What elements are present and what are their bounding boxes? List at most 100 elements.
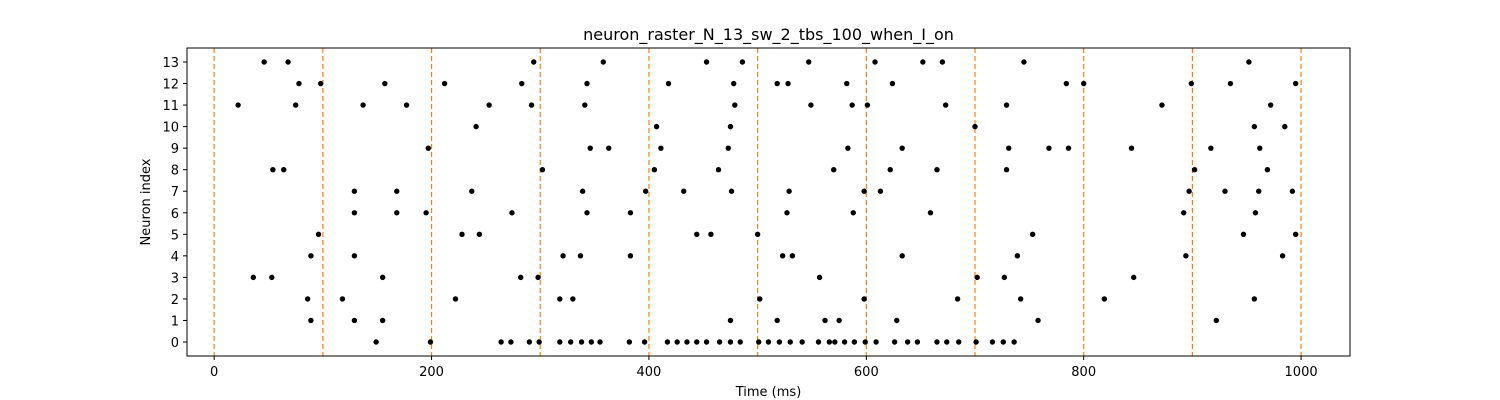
spike-point	[894, 317, 900, 324]
spike-point	[851, 339, 858, 345]
spike-point	[452, 296, 459, 302]
x-tick-label: 1000	[1285, 365, 1318, 380]
spike-point	[317, 80, 324, 87]
spike-point	[815, 339, 822, 345]
spike-point	[973, 339, 979, 345]
spike-point	[651, 166, 658, 173]
spike-point	[626, 339, 633, 345]
spike-point	[694, 339, 700, 345]
spike-point	[578, 339, 585, 345]
spike-point	[579, 188, 586, 194]
spike-point	[577, 253, 584, 259]
spike-point	[1035, 317, 1041, 324]
spike-point	[725, 145, 731, 151]
spike-point	[394, 188, 400, 194]
spike-point	[517, 274, 524, 281]
spike-point	[339, 296, 346, 302]
spike-point	[674, 339, 680, 345]
spike-point	[508, 339, 514, 345]
x-tick-label: 600	[854, 365, 879, 380]
spike-point	[920, 59, 926, 65]
spike-point	[844, 80, 850, 87]
spike-point	[1188, 80, 1195, 87]
spike-point	[934, 339, 940, 345]
spike-point	[754, 231, 761, 238]
spike-point	[1257, 145, 1263, 151]
y-tick-label: 11	[162, 99, 179, 114]
spike-point	[939, 59, 946, 65]
spike-point	[989, 339, 996, 345]
spike-point	[250, 274, 257, 281]
spike-point	[927, 210, 934, 216]
spike-point	[737, 339, 743, 345]
spike-point	[832, 339, 838, 345]
spike-point	[441, 80, 448, 87]
spike-point	[887, 166, 893, 173]
y-tick-label: 12	[162, 78, 179, 93]
spike-point	[806, 59, 812, 65]
spike-point	[1251, 296, 1258, 302]
spike-point	[1282, 123, 1288, 130]
spike-point	[716, 339, 723, 345]
spike-point	[703, 59, 710, 65]
spike-point	[877, 188, 884, 194]
spike-point	[1021, 59, 1027, 65]
spike-point	[757, 296, 763, 302]
spike-point	[694, 231, 700, 238]
spike-point	[1279, 253, 1286, 259]
spike-point	[836, 317, 842, 324]
x-axis-ticks: 0 200 400 600 800 1000	[210, 356, 1318, 380]
spike-point	[1292, 80, 1299, 87]
spike-point	[774, 80, 780, 87]
spike-point	[1292, 231, 1299, 238]
spike-point	[765, 339, 772, 345]
spike-point	[315, 231, 322, 238]
y-tick-label: 9	[171, 142, 179, 157]
spike-point	[379, 317, 386, 324]
spike-point	[473, 123, 479, 130]
y-tick-label: 3	[171, 271, 179, 286]
spike-point	[582, 102, 588, 108]
spike-point	[728, 188, 735, 194]
spike-point	[1011, 339, 1017, 345]
spike-point	[1101, 296, 1108, 302]
spike-point	[1046, 145, 1052, 151]
x-tick-label: 800	[1071, 365, 1096, 380]
spike-point	[872, 59, 878, 65]
spike-point	[285, 59, 291, 65]
spike-point	[459, 231, 465, 238]
spike-point	[570, 296, 576, 302]
spike-point	[727, 317, 734, 324]
spike-point	[831, 166, 837, 173]
spike-point	[1017, 296, 1024, 302]
spike-point	[351, 210, 358, 216]
chart-title: neuron_raster_N_13_sw_2_tbs_100_when_I_o…	[583, 25, 954, 45]
spike-point	[822, 317, 828, 324]
spike-point	[787, 339, 793, 345]
spike-point	[379, 274, 386, 281]
spike-point	[427, 339, 434, 345]
spike-point	[557, 339, 563, 345]
spike-point	[382, 80, 388, 87]
spike-point	[606, 145, 612, 151]
spike-point	[849, 102, 855, 108]
spike-point	[1227, 80, 1234, 87]
spike-point	[861, 296, 867, 302]
spike-point	[373, 339, 379, 345]
spike-point	[1222, 188, 1228, 194]
spike-point	[731, 80, 737, 87]
spike-point	[665, 80, 672, 87]
spike-point	[1000, 339, 1006, 345]
spike-point	[1183, 253, 1189, 259]
spike-point	[526, 339, 533, 345]
spike-point	[934, 166, 940, 173]
spike-point	[536, 339, 542, 345]
spike-point	[684, 339, 690, 345]
spike-point	[1029, 231, 1036, 238]
spike-point	[1159, 102, 1165, 108]
spike-point	[954, 296, 961, 302]
spike-point	[904, 339, 911, 345]
